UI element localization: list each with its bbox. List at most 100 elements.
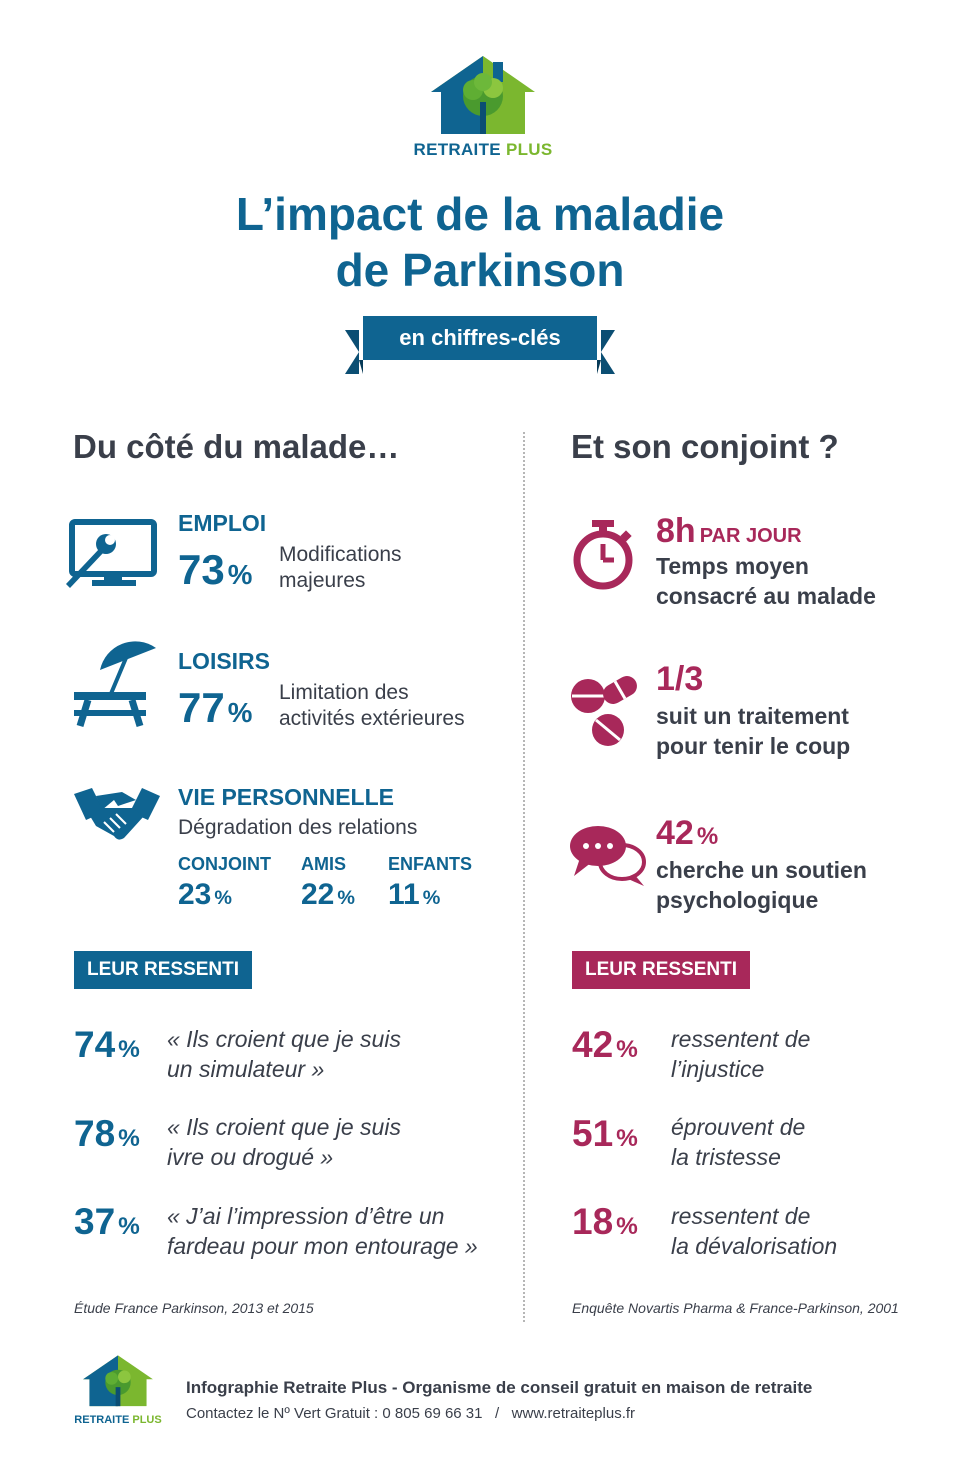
footer-line1: Infographie Retraite Plus - Organisme de… xyxy=(186,1378,813,1397)
footer-line2: Contactez le Nº Vert Gratuit : 0 805 69 … xyxy=(186,1405,636,1422)
house-tree-logo xyxy=(431,56,535,134)
vie-amis-number: 22 xyxy=(301,878,335,911)
left-feeling-2-line1: « Ils croient que je suis xyxy=(167,1114,401,1140)
left-feeling-3-line2: fardeau pour mon entourage » xyxy=(167,1233,478,1259)
vie-enfants-label: ENFANTS xyxy=(388,854,473,874)
emploi-value: 73% xyxy=(178,546,252,594)
column-divider xyxy=(523,432,525,1322)
vie-conjoint-label: CONJOINT xyxy=(178,854,272,874)
right-source: Enquête Novartis Pharma & France-Parkins… xyxy=(572,1300,899,1316)
left-feeling-3-quote: « J’ai l’impression d’être un fardeau po… xyxy=(167,1201,478,1261)
vie-desc: Dégradation des relations xyxy=(178,816,418,839)
emploi-desc-line1: Modifications xyxy=(279,543,402,566)
right-feeling-3-line2: la dévalorisation xyxy=(671,1233,838,1259)
ribbon-tail-left xyxy=(345,330,359,374)
loisirs-desc: Limitation des activités extérieures xyxy=(279,680,465,732)
left-feeling-3-value: 37% xyxy=(74,1201,140,1243)
support-pct: % xyxy=(696,823,719,850)
logo: RETRAITE PLUS xyxy=(408,52,558,160)
handshake-icon xyxy=(74,788,160,840)
left-heading: Du côté du malade… xyxy=(73,428,400,465)
left-feeling-1-pct: % xyxy=(118,1036,140,1063)
loisirs-desc-line2: activités extérieures xyxy=(279,707,465,730)
loisirs-pct: % xyxy=(227,697,253,728)
brand-part2: PLUS xyxy=(505,140,553,159)
vie-conjoint-pct: % xyxy=(214,887,232,909)
speech-bubbles-icon xyxy=(570,826,646,886)
footer-logo: RETRAITE PLUS xyxy=(72,1352,164,1426)
left-feeling-3-line1: « J’ai l’impression d’être un xyxy=(167,1203,445,1229)
computer-wrench-icon xyxy=(66,519,157,588)
footer-brand-part2: PLUS xyxy=(132,1414,162,1426)
vie-enfants-number: 11 xyxy=(388,878,420,911)
left-feeling-3-number: 37 xyxy=(74,1201,116,1242)
emploi-pct: % xyxy=(227,559,253,590)
time-desc: Temps moyen consacré au malade xyxy=(656,551,876,611)
vie-label: VIE PERSONNELLE xyxy=(178,784,394,810)
support-number: 42 xyxy=(656,814,694,852)
title-line1: L’impact de la maladie xyxy=(235,188,725,240)
vie-conjoint-value: 23% xyxy=(178,878,232,912)
support-desc: cherche un soutien psychologique xyxy=(656,855,867,915)
loisirs-desc-line1: Limitation des xyxy=(279,681,409,704)
right-feeling-3-line1: ressentent de xyxy=(671,1203,811,1229)
support-desc-line1: cherche un soutien xyxy=(656,857,867,883)
treatment-desc: suit un traitement pour tenir le coup xyxy=(656,701,850,761)
left-feeling-1-value: 74% xyxy=(74,1024,140,1066)
right-feeling-2-line1: éprouvent de xyxy=(671,1114,806,1140)
left-ressenti-badge: LEUR RESSENTI xyxy=(74,951,253,989)
left-feeling-2-pct: % xyxy=(118,1125,140,1152)
support-value: 42% xyxy=(656,814,718,853)
ribbon-tail-right xyxy=(601,330,615,374)
subtitle-ribbon: en chiffres-clés xyxy=(345,316,615,376)
left-feeling-3-pct: % xyxy=(118,1213,140,1240)
right-feeling-3-pct: % xyxy=(616,1213,638,1240)
vie-enfants-value: 11% xyxy=(388,878,440,912)
emploi-desc-line2: majeures xyxy=(279,569,366,592)
right-feeling-1-text: ressentent de l’injustice xyxy=(671,1024,810,1084)
right-ressenti-badge: LEUR RESSENTI xyxy=(572,951,751,989)
time-unit: PAR JOUR xyxy=(699,525,802,547)
loisirs-number: 77 xyxy=(178,684,225,731)
footer-brand-part1: RETRAITE xyxy=(74,1414,130,1426)
stopwatch-icon xyxy=(573,520,633,590)
right-feeling-1-number: 42 xyxy=(572,1024,614,1065)
loisirs-label: LOISIRS xyxy=(178,648,271,674)
vie-conjoint-number: 23 xyxy=(178,878,212,911)
right-feeling-2-text: éprouvent de la tristesse xyxy=(671,1112,805,1172)
right-feeling-2-value: 51% xyxy=(572,1113,638,1155)
vie-enfants-pct: % xyxy=(422,887,441,909)
right-feeling-1-line1: ressentent de xyxy=(671,1026,811,1052)
brand-name: RETRAITE PLUS xyxy=(408,140,558,160)
time-value: 8h PAR JOUR xyxy=(656,512,802,551)
right-feeling-3-value: 18% xyxy=(572,1201,638,1243)
right-feeling-3-number: 18 xyxy=(572,1201,614,1242)
left-source: Étude France Parkinson, 2013 et 2015 xyxy=(74,1300,314,1316)
emploi-desc: Modifications majeures xyxy=(279,542,402,594)
footer-brand: RETRAITE PLUS xyxy=(72,1414,164,1426)
treatment-value: 1/3 xyxy=(656,660,704,698)
treatment-desc-line1: suit un traitement xyxy=(656,703,849,729)
left-feeling-2-line2: ivre ou drogué » xyxy=(167,1144,334,1170)
left-feeling-2-value: 78% xyxy=(74,1113,140,1155)
left-feeling-2-quote: « Ils croient que je suis ivre ou drogué… xyxy=(167,1112,401,1172)
left-feeling-1-line2: un simulateur » xyxy=(167,1056,325,1082)
ribbon-fold-left xyxy=(359,360,363,374)
time-desc-line2: consacré au malade xyxy=(656,583,876,609)
ribbon-fold-right xyxy=(597,360,601,374)
right-feeling-2-number: 51 xyxy=(572,1113,614,1154)
loisirs-value: 77% xyxy=(178,684,252,732)
pills-icon xyxy=(571,676,637,746)
right-feeling-2-pct: % xyxy=(616,1125,638,1152)
time-desc-line1: Temps moyen xyxy=(656,553,809,579)
vie-amis-pct: % xyxy=(337,887,355,909)
right-feeling-1-pct: % xyxy=(616,1036,638,1063)
title-line2: de Parkinson xyxy=(335,244,625,296)
left-feeling-1-number: 74 xyxy=(74,1024,116,1065)
treatment-desc-line2: pour tenir le coup xyxy=(656,733,851,759)
left-feeling-1-quote: « Ils croient que je suis un simulateur … xyxy=(167,1024,401,1084)
emploi-number: 73 xyxy=(178,546,225,593)
right-feeling-2-line2: la tristesse xyxy=(671,1144,781,1170)
ribbon-label: en chiffres-clés xyxy=(363,316,597,360)
brand-part1: RETRAITE xyxy=(413,140,501,159)
